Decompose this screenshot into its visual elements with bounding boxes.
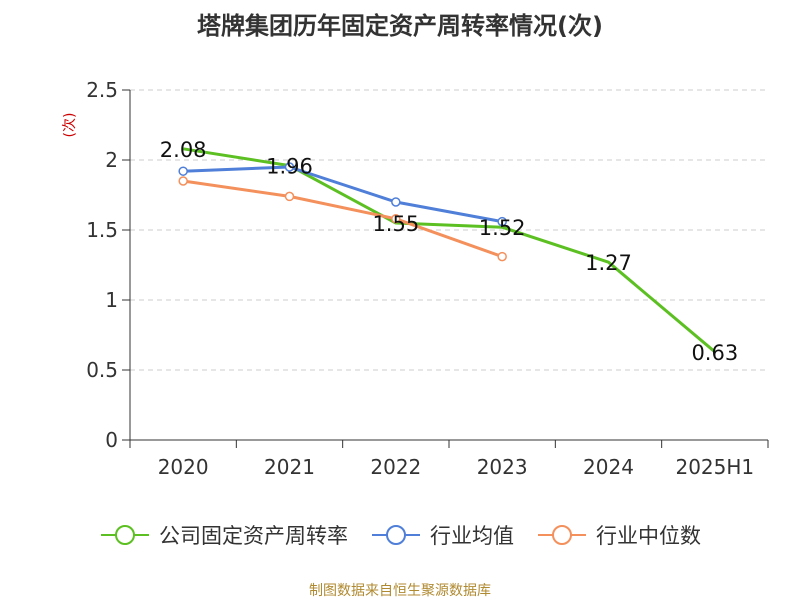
data-point [284,191,295,202]
data-point [178,176,188,186]
legend: 公司固定资产周转率 行业均值 行业中位数 [0,520,800,550]
legend-item[interactable]: 公司固定资产周转率 [99,520,348,550]
y-tick-label: 2.5 [86,78,118,102]
data-label: 1.55 [372,212,419,236]
data-label: 0.63 [691,341,738,365]
data-point [497,251,507,262]
legend-marker [552,525,572,545]
y-tick-label: 1.5 [86,218,118,242]
data-point [391,214,401,224]
grid-lines [130,89,768,371]
source-note: 制图数据来自恒生聚源数据库 [309,583,491,599]
x-tick-label: 2025H1 [675,455,754,479]
x-tick-label: 2022 [370,455,421,479]
data-labels: 2.08 1.96 1.55 1.52 1.27 0.63 [160,138,738,365]
data-point [284,162,295,172]
series-line-0 [182,147,716,353]
legend-marker [386,525,406,545]
y-tick-label: 0 [105,428,118,452]
data-label: 1.27 [585,251,632,275]
chart-title: 塔牌集团历年固定资产周转率情况(次) [197,12,603,40]
legend-label: 公司固定资产周转率 [159,524,348,548]
series-line-2 [182,179,503,259]
data-label: 1.52 [479,216,526,240]
x-tick-label: 2020 [158,455,209,479]
legend-swatch [538,525,586,545]
legend-label: 行业中位数 [596,524,701,548]
data-label: 1.96 [266,155,313,179]
y-tick-label: 1 [105,288,118,312]
y-tick-label: 2 [105,148,118,172]
legend-item[interactable]: 行业均值 [370,520,514,550]
x-tick-label: 2023 [477,455,528,479]
y-axis-label: (次) [62,113,78,138]
series-group [178,147,716,353]
y-tick-label: 0.5 [86,358,118,382]
data-point [391,197,401,207]
data-point [497,216,507,227]
legend-item[interactable]: 行业中位数 [536,520,701,550]
series-line-1 [183,165,503,224]
legend-marker [115,525,135,545]
x-tick-label: 2021 [264,455,315,479]
x-tick-label: 2024 [583,455,634,479]
data-label: 2.08 [160,138,207,162]
legend-swatch [372,525,420,545]
legend-swatch [101,525,149,545]
legend-label: 行业均值 [430,524,514,548]
data-point [178,166,188,176]
